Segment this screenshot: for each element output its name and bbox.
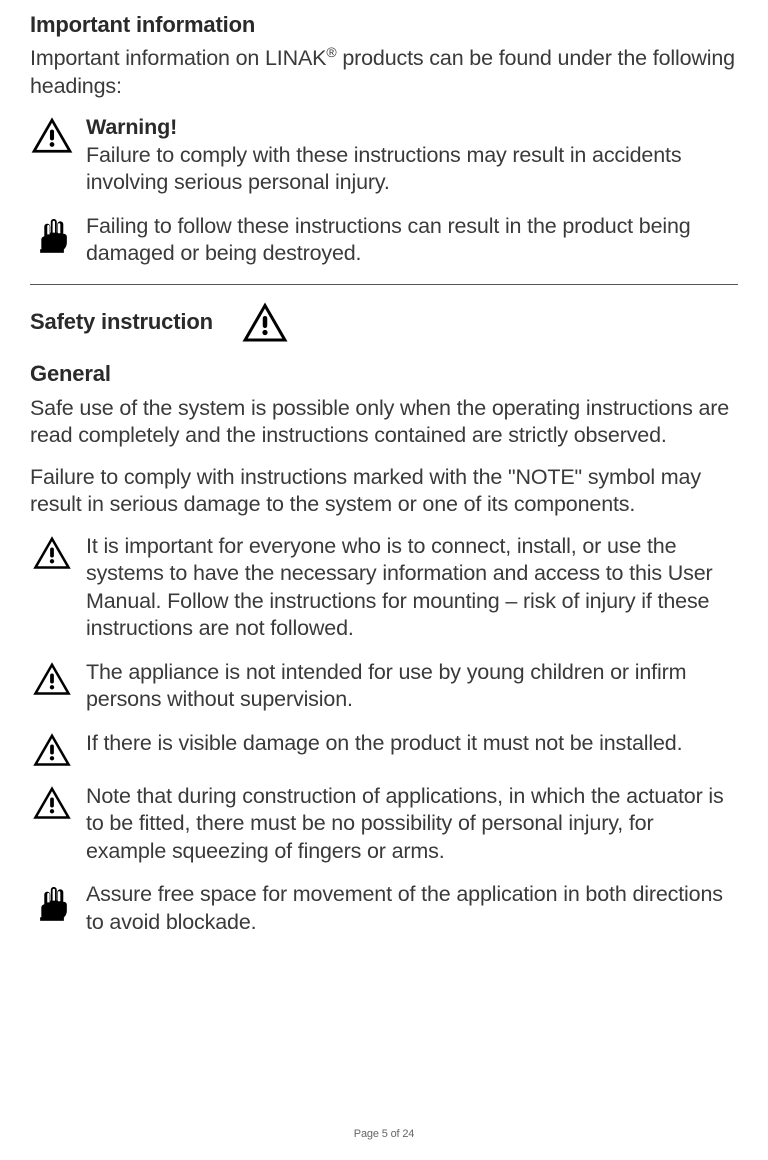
safety-heading-row: Safety instruction: [30, 301, 738, 343]
safety-bullet-text: If there is visible damage on the produc…: [86, 730, 738, 758]
safety-bullet-text: The appliance is not intended for use by…: [86, 659, 738, 714]
warning-icon: [30, 116, 74, 154]
safety-bullet: Assure free space for movement of the ap…: [30, 881, 738, 936]
note-item: Failing to follow these instructions can…: [30, 213, 738, 268]
safety-bullet: If there is visible damage on the produc…: [30, 730, 738, 767]
heading-important-information: Important information: [30, 12, 738, 38]
warning-icon: [32, 785, 72, 820]
general-paragraph-1: Safe use of the system is possible only …: [30, 395, 738, 450]
safety-bullet-text: It is important for everyone who is to c…: [86, 533, 738, 643]
heading-safety-instruction: Safety instruction: [30, 309, 213, 335]
safety-bullet-text: Assure free space for movement of the ap…: [86, 881, 738, 936]
safety-bullet-text: Note that during construction of applica…: [86, 783, 738, 866]
warning-icon: [241, 301, 289, 343]
intro-paragraph: Important information on LINAK® products…: [30, 44, 738, 100]
sub-heading-general: General: [30, 361, 738, 387]
warning-icon: [32, 535, 72, 570]
general-paragraph-2: Failure to comply with instructions mark…: [30, 464, 738, 519]
safety-bullet: It is important for everyone who is to c…: [30, 533, 738, 643]
safety-bullet: Note that during construction of applica…: [30, 783, 738, 866]
warning-icon: [32, 661, 72, 696]
warning-label: Warning!: [86, 115, 177, 139]
hand-icon: [33, 215, 71, 255]
divider: [30, 284, 738, 285]
warning-item: Warning! Failure to comply with these in…: [30, 114, 738, 197]
hand-icon: [33, 883, 71, 923]
safety-bullet: The appliance is not intended for use by…: [30, 659, 738, 714]
warning-text: Failure to comply with these instruction…: [86, 143, 681, 195]
warning-icon: [32, 732, 72, 767]
note-text: Failing to follow these instructions can…: [86, 214, 691, 266]
page-footer: Page 5 of 24: [0, 1128, 768, 1140]
